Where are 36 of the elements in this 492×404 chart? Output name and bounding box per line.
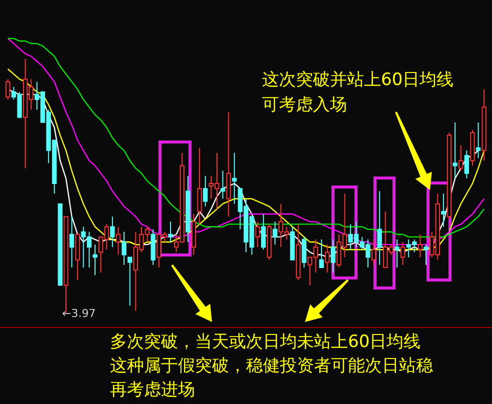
annotation: 可考虑入场 — [262, 95, 347, 115]
candlestick — [452, 122, 458, 179]
candlestick — [168, 221, 173, 243]
candlestick — [330, 238, 336, 274]
candlestick — [197, 147, 202, 225]
candlestick — [6, 78, 10, 100]
candlestick — [220, 170, 226, 200]
candlestick — [418, 234, 423, 258]
candlestick — [110, 216, 115, 248]
candlestick — [400, 242, 406, 266]
candlestick — [92, 244, 98, 276]
candlestick — [116, 226, 121, 256]
candlestick — [272, 221, 278, 246]
annotation: ←3.97 — [62, 307, 96, 321]
candlestick — [464, 150, 470, 179]
candlestick — [394, 238, 400, 268]
candlestick — [122, 231, 126, 266]
candlestick — [441, 193, 446, 228]
text: 再考虑进场 — [110, 380, 195, 400]
candlestick — [69, 216, 74, 268]
candlestick — [261, 214, 266, 250]
candlestick — [203, 175, 208, 207]
candlestick — [319, 238, 324, 268]
candlestick — [128, 256, 132, 306]
candlestick — [324, 244, 330, 274]
candlestick — [476, 122, 481, 159]
candlestick — [424, 244, 428, 266]
text: 这种属于假突破，稳健投资者可能次日站稳 — [110, 356, 433, 376]
text: 多次突破，当天或次日均未站上60日均线 — [110, 332, 421, 352]
candlestick — [377, 190, 382, 266]
candlestick — [371, 238, 376, 266]
candlestick — [255, 221, 260, 248]
annotation: 这次突破并站上60日均线 — [262, 70, 454, 90]
candlestick — [232, 152, 237, 204]
candlestick — [458, 144, 464, 172]
candlestick — [302, 236, 306, 268]
